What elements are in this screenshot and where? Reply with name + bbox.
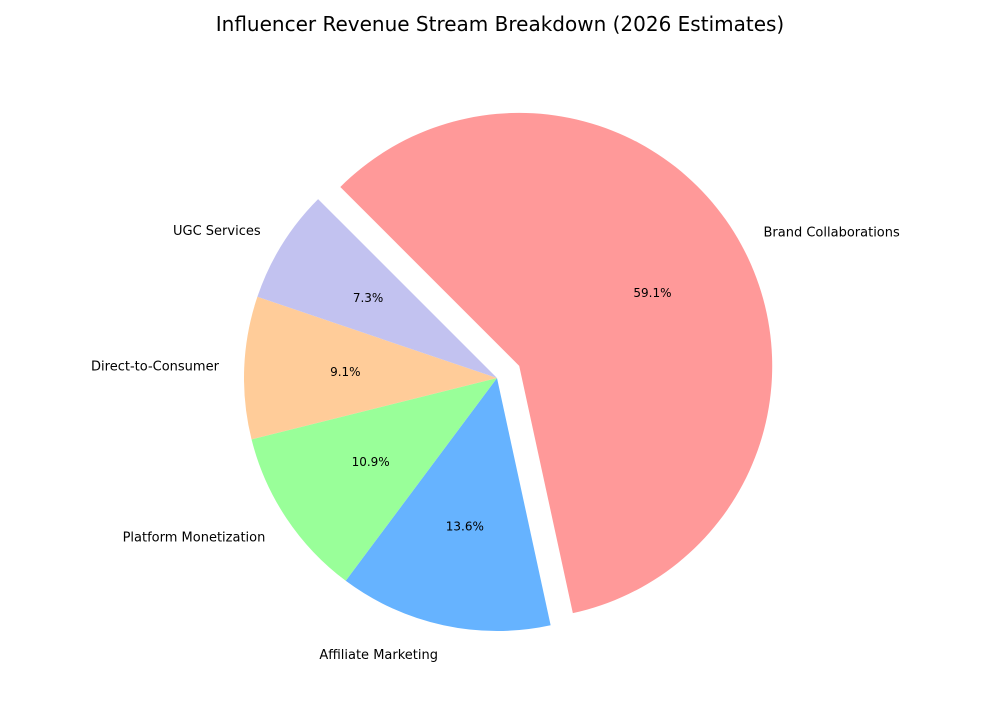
slice-label-ugc-services: UGC Services	[173, 224, 261, 239]
pie-slices	[244, 112, 773, 632]
pie-slice-brand-collaborations	[340, 112, 773, 614]
slice-percent-direct-to-consumer: 9.1%	[330, 365, 361, 379]
slice-percent-brand-collaborations: 59.1%	[633, 286, 671, 300]
slice-label-direct-to-consumer: Direct-to-Consumer	[91, 360, 220, 375]
slice-percent-affiliate-marketing: 13.6%	[446, 519, 484, 533]
slice-percent-platform-monetization: 10.9%	[352, 455, 390, 469]
pie-slice-affiliate-marketing	[345, 378, 551, 632]
pie-labels: Brand Collaborations 59.1% Affiliate Marke…	[91, 224, 900, 663]
pie-slice-direct-to-consumer	[244, 296, 497, 440]
slice-label-platform-monetization: Platform Monetization	[123, 530, 266, 545]
chart-title: Influencer Revenue Stream Breakdown (202…	[216, 12, 784, 36]
pie-slice-ugc-services	[257, 199, 497, 378]
slice-label-brand-collaborations: Brand Collaborations	[764, 226, 900, 241]
slice-label-affiliate-marketing: Affiliate Marketing	[319, 648, 438, 663]
pie-slice-platform-monetization	[251, 378, 497, 581]
slice-percent-ugc-services: 7.3%	[353, 291, 384, 305]
